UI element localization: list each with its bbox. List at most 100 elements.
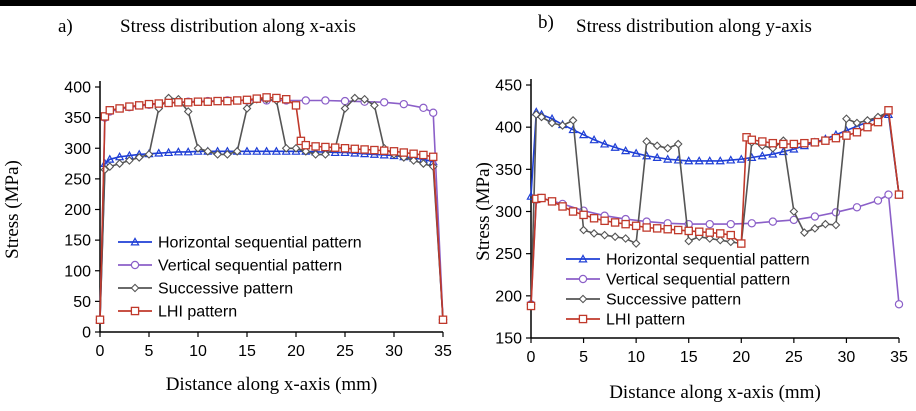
chart-a-series-3-point xyxy=(144,99,154,109)
chart-a-legend-label: Horizontal sequential pattern xyxy=(158,235,362,252)
chart-a-legend-marker xyxy=(130,260,140,270)
chart-a-series-3-point xyxy=(311,142,320,151)
chart-b-series-0-point xyxy=(726,155,736,164)
chart-b-series-3-point xyxy=(747,135,757,145)
chart-a-series-2-point xyxy=(203,146,213,156)
chart-a-legend-label: Successive pattern xyxy=(158,281,293,298)
chart-a-series-2-point xyxy=(144,149,154,159)
chart-b-series-line-0 xyxy=(530,111,900,197)
chart-b-series-1-point xyxy=(747,219,757,228)
chart-a-series-0-point xyxy=(261,146,272,155)
chart-b-series-0-point xyxy=(578,129,589,139)
chart-b-series-2-point xyxy=(547,118,557,128)
chart-a-series-1-point xyxy=(429,108,438,117)
chart-b-series-3-point xyxy=(810,138,820,147)
chart-a-series-3-point xyxy=(105,106,115,115)
chart-a-series-3-point xyxy=(223,96,232,106)
chart-b-series-2-point xyxy=(842,114,851,124)
chart-b-series-0-point xyxy=(757,151,767,160)
chart-b-series-2-point xyxy=(631,239,641,248)
chart-a-series-1-point xyxy=(301,96,310,105)
chart-b-x-tick-label: 10 xyxy=(627,349,645,366)
chart-a-series-2-point xyxy=(223,149,232,159)
chart-a-series-2-point xyxy=(350,93,360,103)
chart-b-series-0-point xyxy=(610,142,620,151)
chart-a-series-2-point xyxy=(301,146,311,156)
chart-a-x-tick-label: 0 xyxy=(96,343,105,360)
chart-a-series-0-point xyxy=(183,147,193,156)
chart-a-series-3-point xyxy=(174,98,183,107)
chart-b-series-3-point xyxy=(705,228,714,237)
chart-a-series-3-point xyxy=(125,102,134,111)
chart-a-series-3-point xyxy=(193,97,203,106)
chart-b-series-3-point xyxy=(694,227,704,236)
chart-a-series-2-point xyxy=(281,143,291,153)
chart-b-series-0-point xyxy=(599,139,610,148)
chart-b-series-1-point xyxy=(810,212,820,221)
chart-a-series-3-point xyxy=(419,150,428,160)
panel-a-letter: a) xyxy=(58,16,73,37)
chart-b-series-3-point xyxy=(726,230,736,240)
chart-b-series-0-point xyxy=(768,149,778,158)
chart-b-series-0-point xyxy=(736,154,746,163)
chart-a-y-tick-label: 250 xyxy=(64,171,91,188)
chart-b-series-3-point xyxy=(831,133,841,143)
chart-b-series-3-point xyxy=(768,138,778,148)
chart-a-series-3-point xyxy=(340,143,350,153)
chart-a-series-3-point xyxy=(360,145,369,154)
panel-a-title: Stress distribution along x-axis xyxy=(120,16,356,37)
chart-b-series-0-point xyxy=(621,145,631,155)
chart-b-series-3-point xyxy=(579,210,588,220)
chart-b-series-0-point xyxy=(568,124,578,134)
chart-b-series-1-point xyxy=(831,208,841,217)
chart-b-series-2-point xyxy=(726,237,736,247)
chart-b-y-tick-label: 350 xyxy=(495,162,522,179)
chart-b-series-3-point xyxy=(652,224,662,233)
chart-a-y-tick-label: 100 xyxy=(64,263,91,280)
chart-b-series-2-point xyxy=(799,228,809,237)
chart-b-series-3-point xyxy=(610,218,620,227)
chart-a-series-2-point xyxy=(419,159,428,168)
chart-a-series-0-point xyxy=(271,146,282,155)
chart-a-legend-marker xyxy=(130,283,140,293)
chart-b-series-3-point xyxy=(758,137,767,146)
chart-a-series-2-point xyxy=(409,156,418,165)
chart-a-series-0-point xyxy=(105,154,115,163)
chart-b-series-3-point xyxy=(884,106,893,115)
chart-a-series-3-point xyxy=(154,99,164,108)
chart-b-x-tick-label: 20 xyxy=(732,349,750,366)
chart-a-legend-marker xyxy=(130,237,140,246)
chart-b-series-0-point xyxy=(631,148,641,157)
chart-a-series-3-point xyxy=(281,95,291,104)
chart-a-series-3-point xyxy=(370,145,379,155)
chart-b-series-3-point xyxy=(526,301,536,311)
chart-a-series-0-point xyxy=(281,146,291,155)
chart-b-series-3-point xyxy=(852,127,862,137)
chart-b-series-3-point xyxy=(642,223,651,232)
chart-b-series-2-point xyxy=(831,220,841,230)
chart-a-series-2-point xyxy=(311,149,320,159)
chart-a-y-tick-label: 150 xyxy=(64,233,91,250)
chart-a-x-tick-label: 20 xyxy=(287,343,305,360)
chart-a-series-2-point xyxy=(125,156,134,165)
chart-a-series-3-point xyxy=(399,148,409,157)
chart-b-legend-marker xyxy=(578,294,588,304)
chart-a-series-2-point xyxy=(105,162,115,172)
chart-a-series-2-point xyxy=(340,104,350,113)
chart-b-series-3-point xyxy=(821,136,830,145)
chart-b-series-0-point xyxy=(684,156,694,165)
chart-a-series-2-point xyxy=(321,149,330,159)
chart-a-legend-marker xyxy=(130,306,140,316)
chart-a-series-2-point xyxy=(291,143,301,153)
chart-b-series-2-point xyxy=(568,116,578,125)
chart-a-x-tick-label: 15 xyxy=(238,343,256,360)
chart-a-x-tick-label: 30 xyxy=(385,343,403,360)
chart-a-series-2-point xyxy=(115,159,124,168)
chart-a-series-3-point xyxy=(115,104,124,113)
chart-b-y-tick-label: 400 xyxy=(495,120,522,137)
chart-a-series-2-point xyxy=(193,143,203,153)
chart-a-y-tick-label: 0 xyxy=(82,325,91,342)
chart-a-x-tick-label: 35 xyxy=(434,343,452,360)
chart-b-series-2-point xyxy=(558,121,567,130)
